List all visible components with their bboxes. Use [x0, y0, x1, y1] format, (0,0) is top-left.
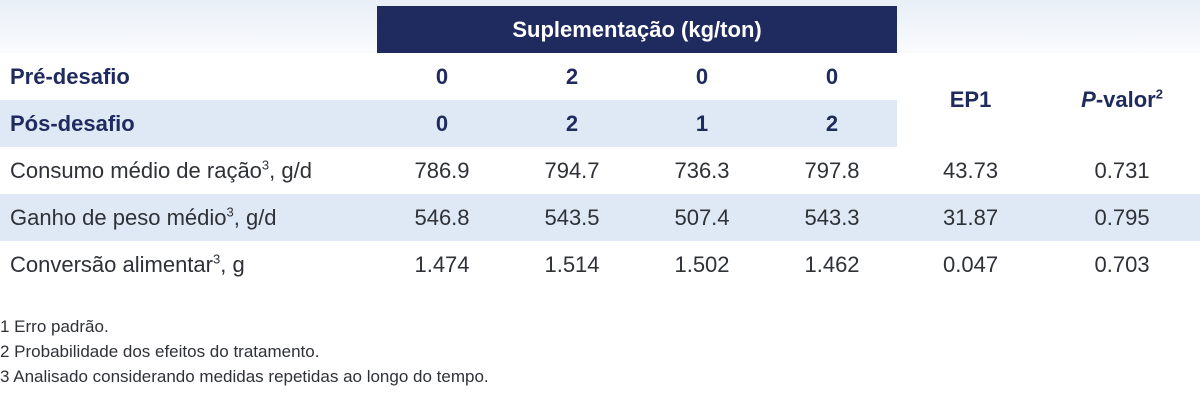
pvalue-italic: P — [1081, 87, 1096, 112]
pre-value-3: 0 — [695, 63, 709, 89]
pvalue-sup: 2 — [1155, 86, 1163, 102]
post-value-2: 2 — [507, 100, 637, 147]
table-cell: 786.9 — [377, 147, 507, 194]
footnote: 2 Probabilidade dos efeitos do tratament… — [0, 342, 320, 361]
pvalue-cell: 0.795 — [1044, 194, 1200, 241]
pvalue-cell: 0.703 — [1044, 241, 1200, 288]
table-cell: 736.3 — [637, 147, 767, 194]
post-value-4: 2 — [767, 100, 898, 147]
table-cell: 507.4 — [637, 194, 767, 241]
table-cell: 797.8 — [767, 147, 898, 194]
table-row: Conversão alimentar3, g 1.474 1.514 1.50… — [0, 241, 1200, 288]
row-label-text: Ganho de peso médio — [10, 204, 227, 230]
table-cell: 794.7 — [507, 147, 637, 194]
row-label: Conversão alimentar3, g — [0, 241, 377, 288]
row-label-sup: 3 — [212, 251, 221, 267]
supplementation-header: Suplementação (kg/ton) — [377, 6, 898, 53]
row-label: Ganho de peso médio3, g/d — [0, 194, 377, 241]
footnotes: 1 Erro padrão. 2 Probabilidade dos efeit… — [0, 314, 1200, 389]
row-label-text: Conversão alimentar — [10, 251, 213, 277]
table-cell: 1.514 — [507, 241, 637, 288]
post-challenge-label: Pós-desafio — [0, 100, 377, 147]
pvalue-text: -valor — [1095, 87, 1156, 112]
table-row: Ganho de peso médio3, g/d 546.8 543.5 50… — [0, 194, 1200, 241]
pre-value-1: 0 — [435, 63, 449, 89]
row-label: Consumo médio de ração3, g/d — [0, 147, 377, 194]
ep-cell: 0.047 — [897, 241, 1045, 288]
pre-challenge-row: Pré-desafio 0 2 0 0 EP1 P-valor2 — [0, 53, 1200, 147]
table-cell: 543.5 — [507, 194, 637, 241]
pre-challenge-label: Pré-desafio — [10, 63, 130, 89]
table-cell: 1.474 — [377, 241, 507, 288]
post-value-3: 1 — [637, 100, 767, 147]
header-empty-cell-right2 — [1044, 6, 1200, 53]
pvalue-header: P-valor2 — [1044, 53, 1200, 147]
pre-value-4: 0 — [825, 63, 839, 89]
post-value-1: 0 — [377, 100, 507, 147]
pvalue-cell: 0.731 — [1044, 147, 1200, 194]
row-label-unit: , g/d — [233, 204, 277, 230]
row-label-sup: 3 — [261, 157, 270, 173]
results-table: Suplementação (kg/ton) Pré-desafio 0 2 0… — [0, 6, 1200, 288]
table-cell: 543.3 — [767, 194, 898, 241]
pre-value-2: 2 — [565, 63, 579, 89]
ep-cell: 43.73 — [897, 147, 1045, 194]
table-cell: 546.8 — [377, 194, 507, 241]
ep-header: EP1 — [897, 53, 1045, 147]
header-row: Suplementação (kg/ton) — [0, 6, 1200, 53]
row-label-unit: , g — [220, 251, 245, 277]
row-label-text: Consumo médio de ração — [10, 157, 262, 183]
footnote: 3 Analisado considerando medidas repetid… — [0, 367, 489, 386]
footnote: 1 Erro padrão. — [0, 317, 109, 336]
table-cell: 1.502 — [637, 241, 767, 288]
header-empty-cell-right — [897, 6, 1044, 53]
ep-cell: 31.87 — [897, 194, 1045, 241]
table-row: Consumo médio de ração3, g/d 786.9 794.7… — [0, 147, 1200, 194]
row-label-sup: 3 — [226, 204, 234, 220]
row-label-unit: , g/d — [269, 157, 312, 183]
header-empty-cell — [0, 6, 377, 53]
table-cell: 1.462 — [767, 241, 898, 288]
